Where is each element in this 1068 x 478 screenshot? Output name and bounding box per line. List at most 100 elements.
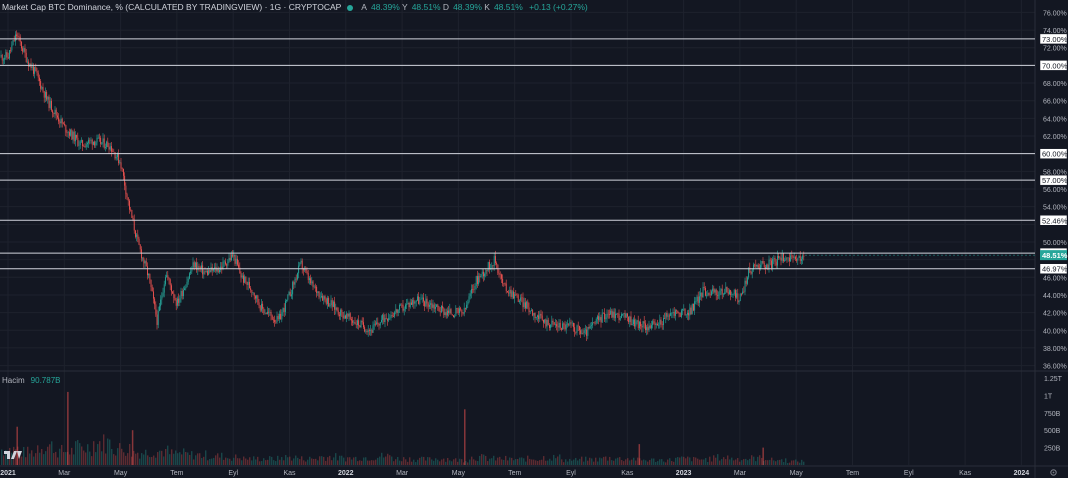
tradingview-logo-icon[interactable] <box>4 450 22 460</box>
volume-bar <box>93 441 95 465</box>
volume-bar <box>423 456 425 465</box>
candle-body <box>235 258 237 264</box>
volume-bar <box>541 459 543 465</box>
candle-body <box>709 294 711 296</box>
volume-bar <box>281 457 283 465</box>
volume-bar <box>77 439 79 465</box>
volume-bar <box>185 452 187 465</box>
candle-body <box>421 297 423 299</box>
candle-body <box>210 267 212 273</box>
volume-bar <box>669 458 671 465</box>
volume-bar <box>677 457 679 465</box>
gear-icon[interactable] <box>1049 468 1058 477</box>
candle-body <box>11 45 13 51</box>
candle-body <box>504 283 506 285</box>
volume-bar <box>575 457 577 465</box>
candle-body <box>665 313 667 319</box>
candle-body <box>273 319 274 321</box>
volume-bar <box>547 460 549 465</box>
price-tick: 44.00% <box>1043 293 1067 300</box>
candle-body <box>742 291 744 295</box>
volume-bar <box>19 451 21 465</box>
volume-bar <box>323 456 325 465</box>
volume-bar <box>445 461 447 465</box>
candle-body <box>465 307 466 309</box>
volume-bar <box>339 455 341 465</box>
candle-body <box>33 66 34 74</box>
candle-body <box>507 291 508 293</box>
candle-body <box>334 301 336 310</box>
candle-body <box>352 320 354 323</box>
volume-bar <box>651 458 653 465</box>
candle-body <box>127 197 129 201</box>
volume-bar <box>133 450 135 465</box>
candle-body <box>229 257 231 261</box>
candle-body <box>760 264 762 269</box>
candle-body <box>31 66 33 68</box>
volume-bar <box>335 453 337 465</box>
candle-body <box>763 263 765 268</box>
candle-body <box>226 264 228 266</box>
candle-body <box>107 141 109 148</box>
candle-body <box>156 314 158 325</box>
volume-bar <box>437 459 439 465</box>
candle-body <box>153 291 154 299</box>
candle-body <box>67 132 69 134</box>
volume-bar <box>751 455 753 465</box>
candle-body <box>585 329 586 331</box>
candle-body <box>431 303 433 308</box>
candle-body <box>468 296 470 303</box>
time-tick: Eyl <box>904 470 914 477</box>
candle-body <box>597 316 598 320</box>
candle-body <box>526 301 528 309</box>
volume-bar <box>665 462 667 465</box>
symbol-title[interactable]: Market Cap BTC Dominance, % (CALCULATED … <box>2 2 342 12</box>
candle-body <box>521 297 523 299</box>
volume-bar <box>107 438 109 465</box>
volume-bar <box>499 456 501 465</box>
candle-body <box>73 131 75 142</box>
candle-body <box>196 262 198 270</box>
candle-body <box>553 322 555 325</box>
candle-body <box>61 118 63 124</box>
candle-body <box>745 280 747 284</box>
volume-bar <box>371 460 373 465</box>
candle-body <box>648 325 650 331</box>
candle-body <box>491 265 493 269</box>
ohlc-readout: A 48.39% Y 48.51% D 48.39% K 48.51% +0.13 (+… <box>361 2 588 12</box>
volume-bar <box>173 453 175 465</box>
price-tick: 58.00% <box>1043 169 1067 176</box>
candle-body <box>147 266 148 276</box>
candle-body <box>633 319 634 325</box>
volume-bar <box>357 461 359 465</box>
volume-bar <box>297 457 299 465</box>
volume-tick: 250B <box>1044 446 1061 453</box>
candle-body <box>527 301 529 308</box>
volume-bar <box>419 457 421 465</box>
volume-bar <box>117 448 119 465</box>
volume-legend[interactable]: Hacim 90.787B <box>2 376 60 385</box>
volume-bar <box>629 460 631 465</box>
candle-body <box>339 314 340 316</box>
candle-body <box>113 151 115 153</box>
candle-body <box>741 294 742 295</box>
volume-bar <box>49 444 51 465</box>
candle-body <box>449 309 451 313</box>
volume-bar <box>745 458 747 465</box>
candle-body <box>165 277 166 285</box>
volume-bar <box>367 460 369 465</box>
volume-bar <box>233 457 235 465</box>
volume-bar <box>373 460 375 465</box>
candle-body <box>717 295 718 296</box>
candle-body <box>568 323 570 325</box>
volume-bar <box>701 459 703 465</box>
candle-body <box>706 295 708 297</box>
candle-body <box>637 320 639 329</box>
volume-bar <box>403 457 405 465</box>
volume-bar <box>609 456 611 465</box>
candle-body <box>396 309 398 313</box>
volume-bar <box>283 460 285 465</box>
volume-tick: 1.25T <box>1044 376 1063 383</box>
candle-body <box>85 144 87 148</box>
